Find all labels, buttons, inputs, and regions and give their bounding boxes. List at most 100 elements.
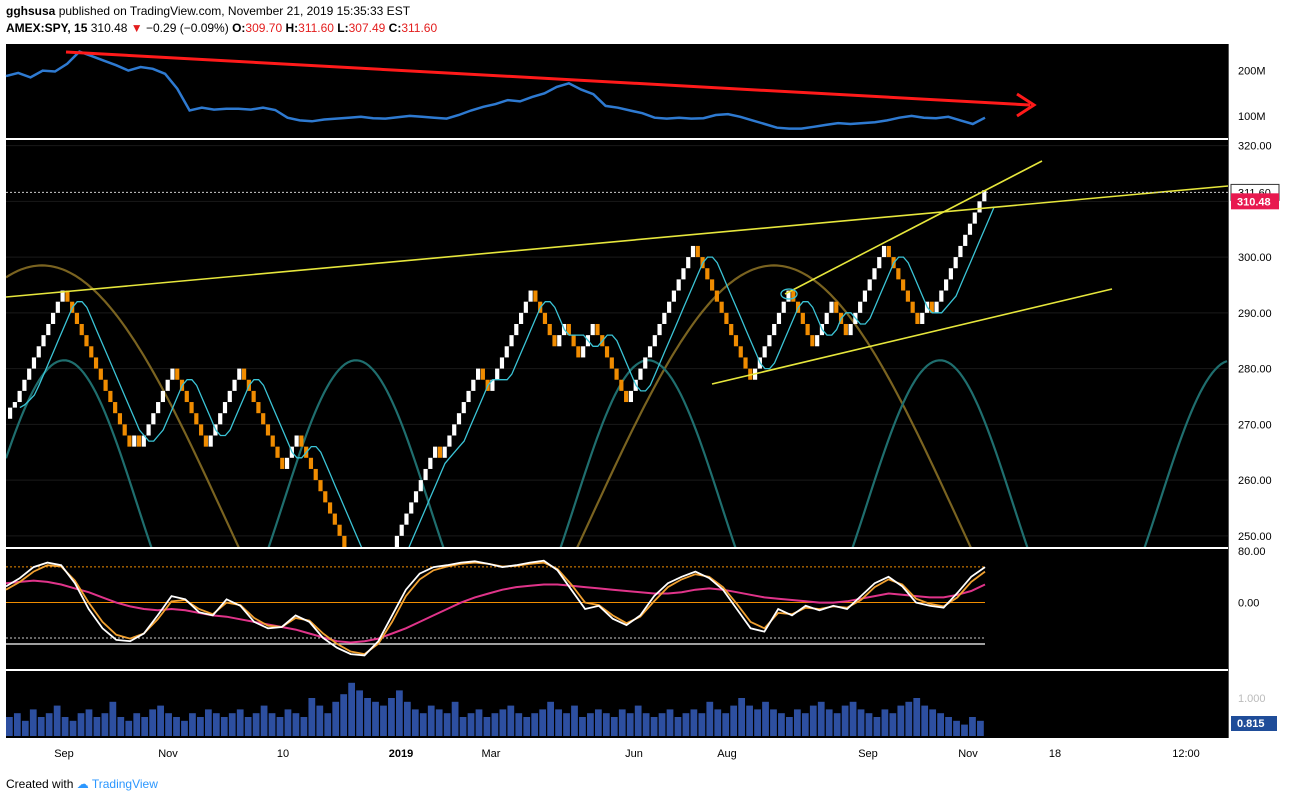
histogram-bar: [284, 709, 292, 736]
histogram-bar: [961, 724, 968, 736]
renko-up-brick: [46, 323, 51, 336]
renko-up-brick: [461, 402, 466, 414]
histogram-bar: [403, 701, 411, 736]
renko-up-brick: [294, 435, 299, 447]
publisher-name[interactable]: gghsusa: [6, 4, 56, 18]
histogram-bar: [889, 713, 897, 736]
down-arrow-icon: ▼: [130, 21, 143, 35]
histogram-bar: [515, 713, 523, 736]
histogram-bar: [563, 713, 570, 736]
histogram-bar: [929, 709, 937, 736]
symbol-name: AMEX:SPY, 15: [6, 21, 88, 35]
histogram-bar: [825, 709, 833, 736]
histogram-bar: [849, 701, 857, 736]
histogram-bar: [738, 698, 746, 736]
tradingview-logo-icon[interactable]: ☁: [76, 777, 89, 791]
histogram-bar: [228, 713, 236, 736]
histogram-bar: [594, 709, 602, 736]
renko-down-brick: [576, 346, 581, 358]
renko-down-brick: [103, 379, 108, 391]
footer: Created with ☁ TradingView: [6, 777, 158, 791]
renko-down-brick: [108, 390, 113, 403]
histogram-bar: [443, 713, 451, 736]
renko-up-brick: [237, 368, 242, 380]
renko-up-brick: [867, 279, 872, 291]
renko-up-brick: [939, 290, 944, 302]
tradingview-brand[interactable]: TradingView: [91, 777, 158, 791]
histogram-bar: [801, 713, 809, 736]
renko-down-brick: [896, 268, 901, 280]
histogram-bar: [372, 701, 379, 736]
renko-down-brick: [791, 290, 796, 302]
renko-up-brick: [628, 390, 634, 403]
high-label: H:: [285, 21, 299, 35]
renko-up-brick: [160, 390, 165, 403]
time-axis-label: 18: [1049, 748, 1061, 760]
renko-up-brick: [523, 301, 528, 313]
osc-axis-label: 0.00: [1238, 598, 1259, 610]
histogram-bar: [419, 713, 427, 736]
renko-up-brick: [643, 357, 648, 369]
renko-up-brick: [433, 446, 438, 458]
volume-axis-label: 100M: [1238, 111, 1266, 123]
renko-down-brick: [805, 323, 810, 336]
time-axis-label: Nov: [958, 748, 978, 760]
renko-down-brick: [175, 368, 180, 380]
renko-up-brick: [781, 301, 786, 313]
renko-down-brick: [194, 413, 199, 425]
channel-support-line: [711, 288, 1113, 385]
price-axis-label: 320.00: [1238, 141, 1272, 153]
renko-down-brick: [552, 335, 557, 347]
histogram-bar: [212, 713, 220, 736]
renko-up-brick: [982, 190, 987, 202]
renko-down-brick: [270, 435, 275, 447]
renko-down-brick: [705, 268, 710, 280]
renko-up-brick: [858, 301, 863, 313]
renko-down-brick: [547, 323, 552, 336]
renko-up-brick: [170, 368, 175, 380]
renko-up-brick: [676, 279, 681, 291]
histogram-bar: [817, 701, 825, 736]
renko-down-brick: [84, 335, 89, 347]
histogram-bar: [260, 705, 268, 736]
renko-down-brick: [480, 368, 485, 380]
renko-up-brick: [862, 290, 868, 302]
price-axis-label: 250.00: [1238, 531, 1272, 543]
symbol-line: AMEX:SPY, 15 310.48 ▼ −0.29 (−0.09%) O:3…: [6, 21, 437, 35]
renko-up-brick: [60, 290, 65, 302]
histogram-bar: [276, 717, 284, 736]
renko-up-brick: [156, 402, 161, 414]
histogram-bar: [77, 713, 85, 736]
renko-down-brick: [810, 335, 815, 347]
renko-down-brick: [566, 323, 571, 336]
renko-up-brick: [476, 368, 481, 380]
histogram-bar: [53, 705, 61, 736]
time-axis-label: 2019: [389, 748, 413, 760]
histogram-bar: [833, 713, 841, 736]
histogram-bar: [714, 709, 722, 736]
renko-up-brick: [518, 312, 524, 324]
histogram-bar: [945, 717, 952, 736]
renko-up-brick: [504, 346, 509, 358]
current-price-tag: [1231, 193, 1279, 210]
renko-up-brick: [442, 446, 447, 458]
time-axis-label: Mar: [482, 748, 501, 760]
renko-up-brick: [418, 480, 423, 492]
histogram-bar: [340, 694, 348, 736]
histogram-bar: [292, 713, 300, 736]
renko-down-brick: [695, 245, 700, 258]
histogram-bar: [252, 713, 260, 736]
renko-up-brick: [647, 346, 653, 358]
renko-down-brick: [800, 312, 805, 324]
close-label: C:: [388, 21, 402, 35]
histogram-bar: [682, 713, 690, 736]
renko-down-brick: [743, 357, 748, 369]
renko-down-brick: [98, 368, 103, 380]
renko-up-brick: [557, 335, 562, 347]
renko-down-brick: [915, 312, 920, 324]
renko-up-brick: [218, 413, 223, 425]
renko-down-brick: [93, 357, 99, 369]
price-axis-label: 260.00: [1238, 475, 1272, 487]
histogram-bar: [555, 709, 562, 736]
